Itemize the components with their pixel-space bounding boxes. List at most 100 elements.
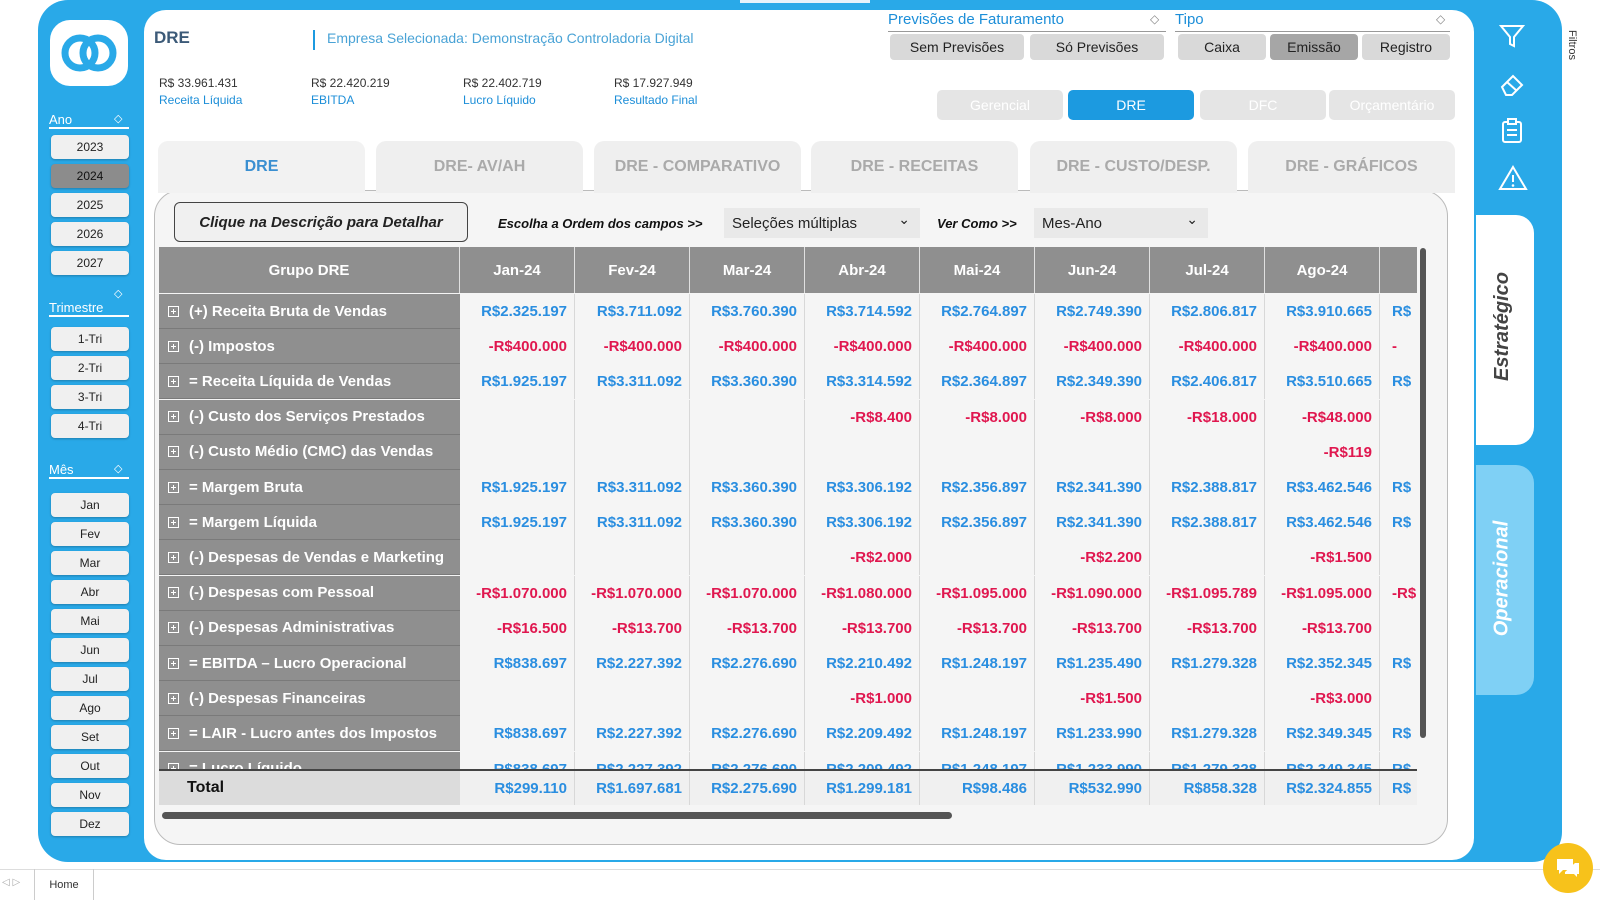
ano-button[interactable]: 2024 (51, 164, 129, 188)
registro-button[interactable]: Registro (1362, 34, 1450, 60)
table-cell-partial (1380, 540, 1417, 575)
expand-icon[interactable] (168, 727, 179, 739)
eraser-icon[interactable]: ◇ (114, 463, 123, 475)
page-tab-home[interactable]: Home (34, 869, 94, 900)
expand-icon[interactable] (168, 622, 179, 634)
tipo-title: Tipo (1175, 11, 1204, 28)
expand-icon[interactable] (168, 305, 179, 317)
mes-button[interactable]: Mai (51, 609, 129, 633)
mes-button[interactable]: Dez (51, 812, 129, 836)
mes-button[interactable]: Jan (51, 493, 129, 517)
expand-icon[interactable] (168, 551, 179, 563)
eraser-icon[interactable] (1498, 70, 1526, 103)
table-cell (575, 434, 690, 470)
estrategico-label: Estratégico (1490, 272, 1513, 381)
ordem-dropdown[interactable]: Seleções múltiplas ⌄ (724, 208, 920, 238)
emissao-button[interactable]: Emissão (1270, 34, 1358, 60)
table-row-label[interactable]: (-) Custo dos Serviços Prestados (159, 399, 460, 435)
filtros-pane-label[interactable]: Filtros (1566, 30, 1578, 60)
eraser-icon[interactable]: ◇ (114, 288, 123, 300)
mes-button[interactable]: Nov (51, 783, 129, 807)
caixa-button[interactable]: Caixa (1178, 34, 1266, 60)
tab-dre-receitas[interactable]: DRE - RECEITAS (811, 141, 1018, 193)
table-row-label[interactable]: (-) Despesas de Vendas e Marketing (159, 540, 460, 576)
table-row-label[interactable]: (-) Impostos (159, 329, 460, 365)
vertical-scrollbar[interactable] (1420, 248, 1426, 738)
table-cell: -R$1.500 (1035, 681, 1150, 717)
tab-dre-comparativo[interactable]: DRE - COMPARATIVO (594, 141, 801, 193)
sem-previsoes-button[interactable]: Sem Previsões (890, 34, 1024, 60)
expand-icon[interactable] (168, 481, 179, 493)
table-row-label[interactable]: = Receita Líquida de Vendas (159, 364, 460, 400)
expand-icon[interactable] (168, 340, 179, 352)
table-cell: R$2.764.897 (920, 294, 1035, 329)
page-nav-arrows[interactable]: ◁ ▷ (2, 877, 21, 888)
divider (49, 477, 129, 479)
horizontal-scrollbar[interactable] (162, 812, 952, 819)
eraser-icon[interactable]: ◇ (1436, 12, 1446, 26)
table-row-label[interactable]: (-) Custo Médio (CMC) das Vendas (159, 434, 460, 470)
mes-button[interactable]: Out (51, 754, 129, 778)
warning-icon[interactable] (1498, 164, 1528, 197)
mes-button[interactable]: Ago (51, 696, 129, 720)
trimestre-button[interactable]: 4-Tri (51, 414, 129, 438)
expand-icon[interactable] (168, 375, 179, 387)
nav-dfc[interactable]: DFC (1200, 90, 1326, 120)
table-row-label[interactable]: = LAIR - Lucro antes dos Impostos (159, 716, 460, 752)
table-cell (690, 540, 805, 576)
total-cell: R$98.486 (920, 771, 1035, 805)
mes-button[interactable]: Mar (51, 551, 129, 575)
side-tab-estrategico[interactable]: Estratégico (1476, 215, 1534, 445)
table-cell: R$1.925.197 (460, 470, 575, 505)
mes-button[interactable]: Jul (51, 667, 129, 691)
expand-icon[interactable] (168, 411, 179, 423)
clipboard-icon[interactable] (1498, 117, 1526, 150)
table-cell: -R$13.700 (690, 610, 805, 646)
table-cell: R$2.364.897 (920, 364, 1035, 400)
table-cell: R$3.910.665 (1265, 294, 1380, 329)
filter-icon[interactable] (1498, 22, 1526, 55)
expand-icon[interactable] (168, 692, 179, 704)
nav-gerencial[interactable]: Gerencial (937, 90, 1063, 120)
so-previsoes-button[interactable]: Só Previsões (1030, 34, 1164, 60)
mes-button[interactable]: Fev (51, 522, 129, 546)
table-cell: -R$13.700 (805, 610, 920, 646)
trimestre-button[interactable]: 2-Tri (51, 356, 129, 380)
table-row-label[interactable]: (-) Despesas com Pessoal (159, 575, 460, 611)
table-row-label[interactable]: (+) Receita Bruta de Vendas (159, 294, 460, 329)
expand-icon[interactable] (168, 516, 179, 528)
ano-button[interactable]: 2025 (51, 193, 129, 217)
nav-dre[interactable]: DRE (1068, 90, 1194, 120)
ano-button[interactable]: 2026 (51, 222, 129, 246)
tab-dre[interactable]: DRE (158, 141, 365, 193)
tab-dre-graficos[interactable]: DRE - GRÁFICOS (1248, 141, 1455, 193)
ano-button[interactable]: 2023 (51, 135, 129, 159)
mes-button[interactable]: Jun (51, 638, 129, 662)
trimestre-button[interactable]: 3-Tri (51, 385, 129, 409)
table-row-label[interactable]: (-) Despesas Administrativas (159, 610, 460, 646)
tab-dre-av-ah[interactable]: DRE- AV/AH (376, 141, 583, 193)
eraser-icon[interactable]: ◇ (1150, 12, 1160, 26)
table-cell (690, 434, 805, 470)
table-row-label[interactable]: = Margem Líquida (159, 505, 460, 541)
table-cell: -R$1.000 (805, 681, 920, 717)
ano-button[interactable]: 2027 (51, 251, 129, 275)
nav-orcamentario[interactable]: Orçamentário (1329, 90, 1455, 120)
detalhar-button[interactable]: Clique na Descrição para Detalhar (174, 202, 468, 242)
eraser-icon[interactable]: ◇ (114, 113, 123, 125)
table-row-label[interactable]: (-) Despesas Financeiras (159, 681, 460, 717)
vercomo-dropdown[interactable]: Mes-Ano ⌄ (1034, 208, 1208, 238)
table-row-label[interactable]: = EBITDA – Lucro Operacional (159, 646, 460, 681)
expand-icon[interactable] (168, 446, 179, 458)
tab-dre-custo-desp[interactable]: DRE - CUSTO/DESP. (1030, 141, 1237, 193)
chat-icon[interactable] (1543, 843, 1593, 893)
mes-button[interactable]: Set (51, 725, 129, 749)
mes-button[interactable]: Abr (51, 580, 129, 604)
side-tab-operacional[interactable]: Operacional (1476, 465, 1534, 695)
table-cell: -R$2.200 (1035, 540, 1150, 576)
table-cell (920, 681, 1035, 717)
expand-icon[interactable] (168, 587, 179, 599)
table-row-label[interactable]: = Margem Bruta (159, 470, 460, 505)
expand-icon[interactable] (168, 657, 179, 669)
trimestre-button[interactable]: 1-Tri (51, 327, 129, 351)
